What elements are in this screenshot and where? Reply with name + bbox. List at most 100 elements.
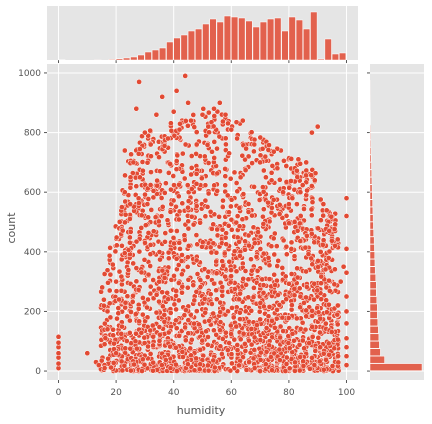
scatter-point: [190, 112, 197, 118]
scatter-point: [214, 170, 221, 177]
scatter-point: [211, 280, 217, 287]
scatter-point: [236, 239, 242, 245]
scatter-point: [140, 295, 146, 301]
scatter-point: [141, 334, 148, 341]
scatter-point: [343, 320, 350, 327]
right-hist-bar: [369, 288, 377, 297]
scatter-point: [115, 310, 122, 317]
scatter-point: [225, 120, 231, 127]
scatter-point: [55, 339, 62, 346]
scatter-point: [99, 284, 106, 291]
scatter-point: [314, 123, 321, 130]
scatter-point: [55, 360, 62, 367]
scatter-point: [135, 195, 142, 202]
scatter-point: [132, 338, 139, 345]
scatter-point: [320, 212, 327, 219]
right-hist-bar: [369, 296, 378, 304]
scatter-point: [211, 139, 218, 145]
top-hist-bar: [123, 57, 131, 61]
scatter-point: [260, 213, 266, 220]
scatter-point: [270, 196, 277, 203]
scatter-point: [285, 315, 292, 321]
scatter-point: [179, 283, 186, 290]
scatter-point: [210, 357, 217, 364]
scatter-point: [343, 269, 350, 276]
scatter-point: [155, 285, 162, 292]
scatter-point: [305, 251, 312, 258]
right-hist-bar: [369, 139, 372, 148]
scatter-point: [245, 294, 252, 301]
top-hist-bar: [180, 34, 188, 61]
scatter-point: [213, 258, 220, 265]
scatter-point: [260, 282, 267, 288]
scatter-point: [199, 243, 205, 250]
top-hist-bar: [274, 17, 282, 61]
scatter-point: [251, 285, 257, 291]
scatter-point: [343, 245, 350, 252]
y-tick-label: 400: [24, 248, 41, 258]
scatter-point: [294, 167, 300, 174]
scatter-point: [334, 302, 341, 309]
scatter-point: [266, 342, 273, 349]
scatter-point: [270, 235, 277, 242]
scatter-point: [260, 188, 267, 195]
scatter-point: [182, 324, 188, 331]
scatter-point: [294, 201, 300, 207]
scatter-point: [253, 253, 260, 260]
scatter-point: [211, 327, 217, 334]
scatter-point: [245, 232, 252, 239]
scatter-point: [127, 216, 133, 222]
scatter-point: [133, 105, 140, 112]
scatter-point: [204, 274, 211, 280]
scatter-point: [193, 171, 200, 177]
scatter-point: [213, 331, 220, 338]
scatter-point: [251, 184, 257, 190]
scatter-point: [175, 280, 182, 286]
scatter-point: [219, 226, 226, 233]
scatter-point: [274, 165, 281, 172]
scatter-point: [286, 365, 293, 372]
scatter-point: [205, 160, 212, 166]
top-hist-bar: [108, 59, 116, 61]
scatter-point: [165, 296, 171, 303]
scatter-point: [205, 123, 212, 130]
scatter-point: [173, 317, 179, 324]
scatter-point: [193, 129, 200, 135]
scatter-point: [106, 287, 113, 294]
scatter-point: [315, 264, 321, 270]
scatter-point: [173, 288, 179, 294]
scatter-point: [240, 275, 247, 282]
right-hist-bar: [369, 303, 378, 312]
scatter-point: [150, 194, 157, 201]
scatter-point: [138, 212, 145, 219]
scatter-point: [122, 345, 129, 352]
scatter-point: [260, 184, 266, 190]
scatter-point: [233, 219, 240, 226]
scatter-point: [317, 344, 324, 351]
scatter-point: [167, 227, 174, 234]
scatter-point: [216, 213, 222, 220]
scatter-point: [167, 209, 174, 215]
top-hist-bar: [159, 47, 167, 61]
top-hist-bar: [223, 15, 231, 61]
scatter-point: [228, 216, 235, 223]
scatter-point: [128, 309, 134, 315]
scatter-point: [147, 283, 154, 290]
scatter-point: [214, 226, 221, 233]
scatter-point: [157, 331, 163, 338]
right-hist-bar: [369, 333, 380, 342]
scatter-point: [104, 267, 111, 274]
scatter-point: [138, 269, 145, 276]
scatter-point: [148, 207, 155, 213]
scatter-point: [203, 328, 209, 335]
right-hist-bar: [369, 266, 376, 275]
scatter-point: [280, 189, 286, 196]
scatter-point: [196, 321, 202, 328]
scatter-point: [211, 182, 218, 189]
x-tick-label: 80: [283, 388, 295, 398]
scatter-point: [170, 108, 177, 115]
top-hist-bar: [324, 38, 332, 61]
scatter-point: [209, 301, 215, 307]
scatter-point: [254, 322, 260, 328]
scatter-point: [231, 169, 238, 176]
